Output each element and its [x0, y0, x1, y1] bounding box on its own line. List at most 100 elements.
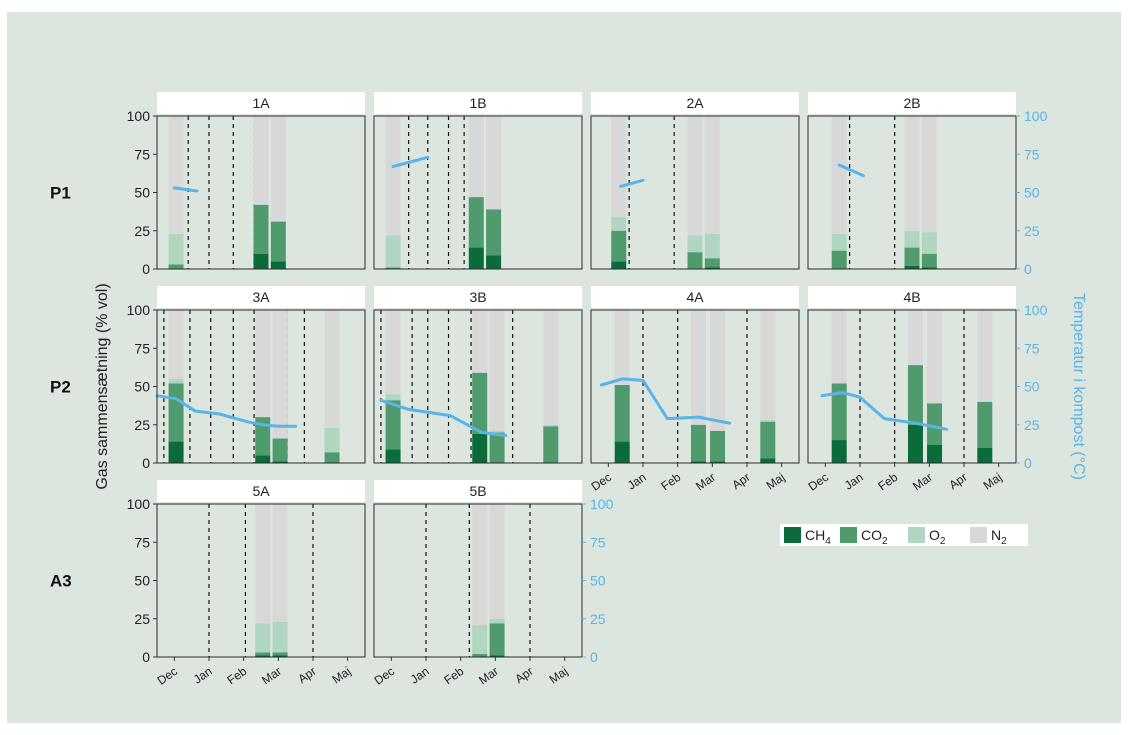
panel-title: 4A — [686, 289, 704, 305]
temperature-line — [599, 377, 732, 425]
stacked-bar — [385, 310, 401, 463]
stacked-bar — [831, 116, 847, 269]
y-tick-label: 75 — [134, 146, 150, 162]
panel-2a: 2A — [590, 92, 800, 270]
bar-segment-o2 — [831, 233, 847, 251]
bar-segment-ch4 — [489, 655, 505, 657]
bar-segment-ch4 — [614, 441, 630, 463]
stacked-bar — [486, 116, 502, 269]
panel-strip — [591, 286, 799, 308]
legend-item-n2: N2 — [970, 527, 1007, 547]
bar-segment-ch4 — [468, 247, 484, 269]
panels-layer: 1A 0 25 50 75 100 1B 2A 2B 0 25 50 75 100 3A 0 25 50 75 100… — [127, 92, 1048, 688]
bar-segment-ch4 — [704, 267, 720, 269]
legend-label-subscript: 2 — [882, 536, 888, 547]
y2-tick-label: 100 — [590, 496, 614, 512]
panel-border — [373, 309, 583, 464]
stacked-bar — [710, 310, 726, 463]
panel-1a: 1A 0 25 50 75 100 — [127, 92, 366, 277]
bar-segment-co2 — [486, 209, 502, 256]
stacked-bar — [907, 310, 923, 463]
stacked-bar — [611, 116, 627, 269]
bar-segment-ch4 — [253, 253, 269, 269]
panel-strip — [374, 480, 582, 502]
y2-tick-label: 50 — [590, 573, 606, 589]
y-tick-label: 100 — [127, 302, 151, 318]
bar-segment-co2 — [611, 230, 627, 262]
bar-segment-n2 — [687, 116, 703, 236]
panel-title: 1B — [469, 95, 486, 111]
bar-segment-n2 — [904, 116, 920, 231]
y-tick-label: 25 — [134, 417, 150, 433]
stacked-bar — [977, 310, 993, 463]
stacked-bar — [489, 504, 505, 657]
panel-title: 1A — [252, 95, 270, 111]
y-tick-label: 50 — [134, 573, 150, 589]
stacked-bar — [704, 116, 720, 269]
bar-segment-o2 — [385, 394, 401, 401]
bar-segment-co2 — [831, 250, 847, 269]
y-tick-label: 50 — [134, 379, 150, 395]
legend-swatch-co2 — [840, 527, 857, 543]
bar-segment-n2 — [253, 116, 269, 205]
bar-segment-ch4 — [710, 461, 726, 463]
bar-segment-co2 — [921, 253, 937, 268]
bar-segment-co2 — [977, 401, 993, 448]
stacked-bar — [253, 116, 269, 269]
y-tick-label: 0 — [142, 261, 150, 277]
bar-segment-n2 — [927, 310, 943, 404]
y2-tick-label: 50 — [1024, 379, 1040, 395]
stacked-bar — [687, 116, 703, 269]
legend-label-base: CO — [861, 527, 882, 543]
bar-segment-co2 — [324, 452, 340, 463]
bar-segment-n2 — [907, 310, 923, 366]
bar-segment-co2 — [760, 421, 776, 459]
bar-segment-ch4 — [831, 440, 847, 463]
bar-segment-n2 — [489, 504, 505, 619]
bar-segment-co2 — [904, 247, 920, 266]
panel-3b: 3B — [373, 286, 583, 464]
y-tick-label: 50 — [134, 185, 150, 201]
stacked-bar — [272, 504, 288, 657]
bar-segment-co2 — [255, 652, 271, 656]
bar-segment-n2 — [611, 116, 627, 217]
bar-segment-n2 — [831, 310, 847, 384]
bar-segment-o2 — [168, 233, 184, 265]
stacked-bar — [927, 310, 943, 463]
panel-title: 3B — [469, 289, 486, 305]
panel-border — [373, 115, 583, 270]
stacked-bar — [760, 310, 776, 463]
bar-segment-co2 — [710, 430, 726, 462]
bar-segment-ch4 — [385, 449, 401, 463]
temperature-line — [155, 394, 298, 428]
stacked-bar — [168, 310, 184, 463]
legend-label-subscript: 4 — [825, 536, 831, 547]
row-label: P2 — [50, 378, 71, 397]
stacked-bar — [831, 310, 847, 463]
bar-segment-co2 — [831, 383, 847, 441]
stacked-bar — [472, 504, 488, 657]
bar-segment-n2 — [255, 310, 271, 418]
stacked-bar — [168, 116, 184, 269]
bar-segment-n2 — [472, 504, 488, 625]
bar-segment-ch4 — [272, 655, 288, 657]
stacked-bar — [690, 310, 706, 463]
bar-segment-co2 — [690, 424, 706, 462]
stacked-bar — [468, 116, 484, 269]
bar-segment-co2 — [489, 623, 505, 656]
y-tick-label: 0 — [142, 455, 150, 471]
bar-segment-n2 — [977, 310, 993, 402]
bar-segment-co2 — [704, 258, 720, 268]
bar-segment-o2 — [921, 232, 937, 254]
bar-segment-n2 — [710, 310, 726, 431]
bar-segment-ch4 — [921, 267, 937, 269]
bar-segment-n2 — [272, 504, 288, 622]
panel-strip — [157, 92, 365, 114]
bar-segment-o2 — [543, 424, 559, 427]
bar-segment-ch4 — [904, 265, 920, 269]
y2-axis-title: Temperatur i kompost (°C) — [1070, 293, 1087, 480]
temperature-line — [619, 178, 645, 188]
bar-segment-o2 — [611, 216, 627, 231]
bar-segment-co2 — [543, 426, 559, 463]
